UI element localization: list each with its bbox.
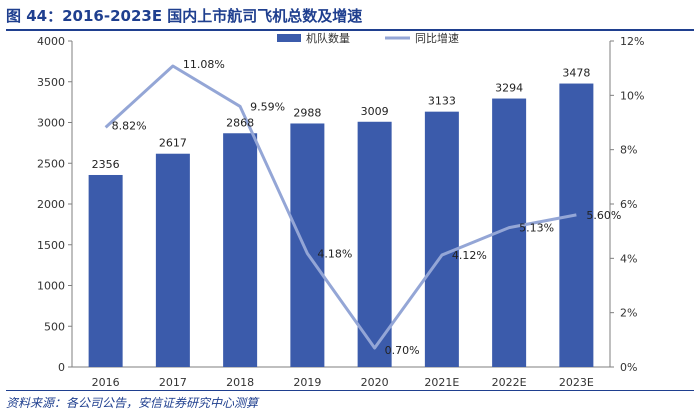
bar-value-label: 3009 — [361, 105, 389, 118]
chart-axes: 0 500 1000 1500 2000 2500 3000 3500 4000 0% 2% 4% 6%… — [37, 35, 644, 389]
y-right-tick-label: 6% — [620, 198, 637, 211]
bar-value-label: 3478 — [562, 67, 590, 80]
x-tick-label: 2020 — [361, 376, 389, 389]
line-value-label: 11.08% — [183, 58, 225, 71]
line-value-label: 8.82% — [112, 119, 147, 132]
legend-swatch-bar — [277, 34, 301, 42]
legend: 机队数量 同比增速 — [277, 31, 459, 45]
bar — [223, 133, 258, 367]
title-rule — [6, 29, 694, 31]
y-right-tick-label: 10% — [620, 89, 644, 102]
x-tick-label: 2022E — [492, 376, 527, 389]
bar — [357, 121, 392, 367]
legend-label-line: 同比增速 — [415, 31, 459, 45]
x-tick-label: 2016 — [92, 376, 120, 389]
bar-value-label: 2988 — [293, 106, 321, 119]
bar — [290, 123, 325, 367]
y-left-tick-label: 3500 — [37, 76, 65, 89]
x-tick-label: 2018 — [226, 376, 254, 389]
line-value-label: 5.60% — [586, 209, 621, 222]
x-tick-label: 2023E — [559, 376, 594, 389]
y-left-tick-label: 2500 — [37, 157, 65, 170]
line-value-label: 9.59% — [250, 100, 285, 113]
line-value-label: 4.18% — [317, 247, 352, 260]
y-left-tick-label: 0 — [58, 361, 65, 374]
source-rule — [6, 390, 694, 391]
y-right-tick-label: 2% — [620, 307, 637, 320]
line-series — [104, 64, 577, 350]
source-note: 资料来源：各公司公告，安信证券研究中心测算 — [6, 396, 259, 410]
y-left-tick-label: 4000 — [37, 35, 65, 48]
bar — [88, 174, 123, 367]
data-labels: 2356 2617 2868 2988 3009 3133 3294 3478 8.82% 11.… — [92, 58, 622, 357]
x-tick-label: 2019 — [293, 376, 321, 389]
y-left-tick-label: 2000 — [37, 198, 65, 211]
y-left-tick-label: 1000 — [37, 280, 65, 293]
line-value-label: 0.70% — [385, 344, 420, 357]
y-right-tick-label: 12% — [620, 35, 644, 48]
bar-value-label: 2868 — [226, 116, 254, 129]
figure-title: 图 44：2016-2023E 国内上市航司飞机总数及增速 — [6, 7, 363, 25]
y-left-tick-label: 1500 — [37, 239, 65, 252]
bar-value-label: 2356 — [92, 158, 120, 171]
bar — [155, 153, 190, 367]
y-left-tick-label: 3000 — [37, 117, 65, 130]
y-right-tick-label: 8% — [620, 144, 637, 157]
bar-value-label: 3133 — [428, 95, 456, 108]
y-right-tick-label: 4% — [620, 252, 637, 265]
bar — [559, 83, 594, 367]
growth-line — [104, 64, 577, 350]
y-left-tick-label: 500 — [44, 320, 65, 333]
bar — [424, 111, 459, 368]
legend-label-bar: 机队数量 — [306, 31, 350, 45]
bar-value-label: 3294 — [495, 82, 523, 95]
line-value-label: 4.12% — [452, 249, 487, 262]
bar-series — [88, 83, 594, 368]
line-value-label: 5.13% — [519, 222, 554, 235]
bar-value-label: 2617 — [159, 137, 187, 150]
x-tick-label: 2017 — [159, 376, 187, 389]
x-tick-label: 2021E — [424, 376, 459, 389]
y-right-tick-label: 0% — [620, 361, 637, 374]
